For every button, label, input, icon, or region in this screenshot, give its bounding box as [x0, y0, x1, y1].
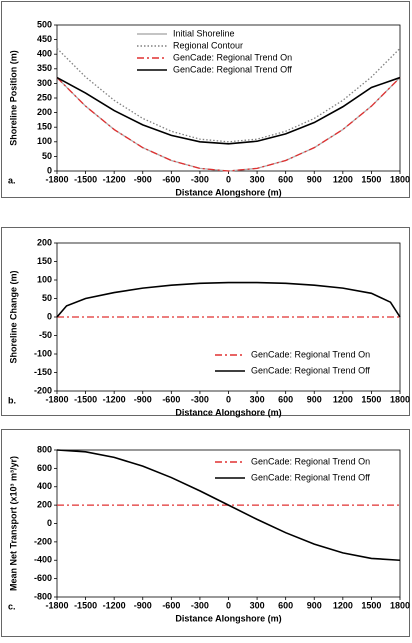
- x-tick-label: -300: [191, 394, 209, 404]
- panel-frame: [1, 227, 410, 416]
- y-tick-label: -200: [34, 385, 52, 395]
- x-tick-label: -1200: [103, 174, 126, 184]
- y-tick-label: 0: [47, 165, 52, 175]
- legend-label: GenCade: Regional Trend On: [251, 456, 370, 466]
- panel-frame: [1, 429, 410, 637]
- x-tick-label: -1800: [45, 174, 68, 184]
- x-tick-label: 900: [307, 394, 322, 404]
- series-line: [56, 47, 401, 143]
- x-tick-label: 300: [250, 394, 265, 404]
- x-tick-label: -600: [162, 174, 180, 184]
- x-axis-label: Distance Alongshore (m): [175, 187, 281, 197]
- x-tick-label: 300: [250, 174, 265, 184]
- x-tick-label: 0: [226, 394, 231, 404]
- x-tick-label: -1200: [103, 394, 126, 404]
- legend-label: Regional Contour: [173, 40, 243, 50]
- y-tick-label: 100: [37, 274, 52, 284]
- legend-label: GenCade: Regional Trend On: [173, 52, 292, 62]
- y-tick-label: 250: [37, 92, 52, 102]
- x-tick-label: 0: [226, 600, 231, 610]
- y-tick-label: 150: [37, 256, 52, 266]
- legend-label: Initial Shoreline: [173, 28, 235, 38]
- y-tick-label: 400: [37, 49, 52, 59]
- x-tick-label: -900: [134, 600, 152, 610]
- x-axis-label: Distance Alongshore (m): [175, 613, 281, 623]
- x-tick-label: -600: [162, 600, 180, 610]
- x-tick-label: 900: [307, 600, 322, 610]
- y-tick-label: -150: [34, 367, 52, 377]
- y-tick-label: 200: [37, 500, 52, 510]
- x-tick-label: 600: [278, 394, 293, 404]
- panel-frame: [1, 1, 410, 198]
- x-tick-label: 1200: [333, 600, 353, 610]
- x-tick-label: 1500: [361, 600, 381, 610]
- x-tick-label: 300: [250, 600, 265, 610]
- y-tick-label: -400: [34, 555, 52, 565]
- series-line: [56, 77, 401, 172]
- x-tick-label: -1500: [74, 394, 97, 404]
- y-tick-label: 0: [47, 518, 52, 528]
- x-tick-label: -1800: [45, 394, 68, 404]
- y-tick-label: -50: [39, 330, 52, 340]
- y-tick-label: -600: [34, 573, 52, 583]
- x-tick-label: 1800: [390, 600, 410, 610]
- x-tick-label: 1200: [333, 174, 353, 184]
- x-tick-label: -900: [134, 394, 152, 404]
- y-tick-label: 0: [47, 311, 52, 321]
- series-line: [56, 449, 401, 562]
- y-tick-label: 200: [37, 237, 52, 247]
- x-tick-label: 1500: [361, 174, 381, 184]
- x-tick-label: -1800: [45, 600, 68, 610]
- series-line: [56, 76, 401, 145]
- y-tick-label: 300: [37, 78, 52, 88]
- panel-label: c.: [8, 601, 16, 611]
- x-tick-label: 600: [278, 174, 293, 184]
- x-tick-label: -900: [134, 174, 152, 184]
- y-tick-label: 350: [37, 63, 52, 73]
- y-tick-label: 500: [37, 19, 52, 29]
- x-tick-label: 900: [307, 174, 322, 184]
- x-tick-label: -1500: [74, 600, 97, 610]
- y-tick-label: 150: [37, 122, 52, 132]
- x-tick-label: -1200: [103, 600, 126, 610]
- y-tick-label: 450: [37, 34, 52, 44]
- x-tick-label: -600: [162, 394, 180, 404]
- y-axis-label: Shoreline Change (m): [8, 270, 18, 363]
- legend-label: GenCade: Regional Trend Off: [173, 64, 292, 74]
- x-tick-label: -1500: [74, 174, 97, 184]
- legend-label: GenCade: Regional Trend Off: [251, 472, 370, 482]
- y-tick-label: 400: [37, 481, 52, 491]
- y-axis-label: Shoreline Position (m): [8, 50, 18, 146]
- x-tick-label: 0: [226, 174, 231, 184]
- panel-label: a.: [8, 175, 16, 185]
- y-tick-label: 800: [37, 444, 52, 454]
- x-tick-label: 600: [278, 600, 293, 610]
- series-line: [56, 281, 401, 318]
- y-tick-label: 50: [42, 151, 52, 161]
- x-tick-label: -300: [191, 600, 209, 610]
- y-tick-label: -800: [34, 591, 52, 601]
- x-tick-label: 1800: [390, 394, 410, 404]
- x-tick-label: -300: [191, 174, 209, 184]
- panel-label: b.: [8, 395, 16, 405]
- y-tick-label: 100: [37, 136, 52, 146]
- y-tick-label: 50: [42, 293, 52, 303]
- legend-label: GenCade: Regional Trend On: [251, 349, 370, 359]
- x-axis-label: Distance Alongshore (m): [175, 407, 281, 417]
- x-tick-label: 1200: [333, 394, 353, 404]
- y-tick-label: 600: [37, 463, 52, 473]
- y-axis-label: Mean Net Transport (x10³ m³/yr): [8, 456, 18, 591]
- legend-label: GenCade: Regional Trend Off: [251, 365, 370, 375]
- x-tick-label: 1500: [361, 394, 381, 404]
- y-tick-label: -200: [34, 536, 52, 546]
- y-tick-label: -100: [34, 348, 52, 358]
- y-tick-label: 200: [37, 107, 52, 117]
- x-tick-label: 1800: [390, 174, 410, 184]
